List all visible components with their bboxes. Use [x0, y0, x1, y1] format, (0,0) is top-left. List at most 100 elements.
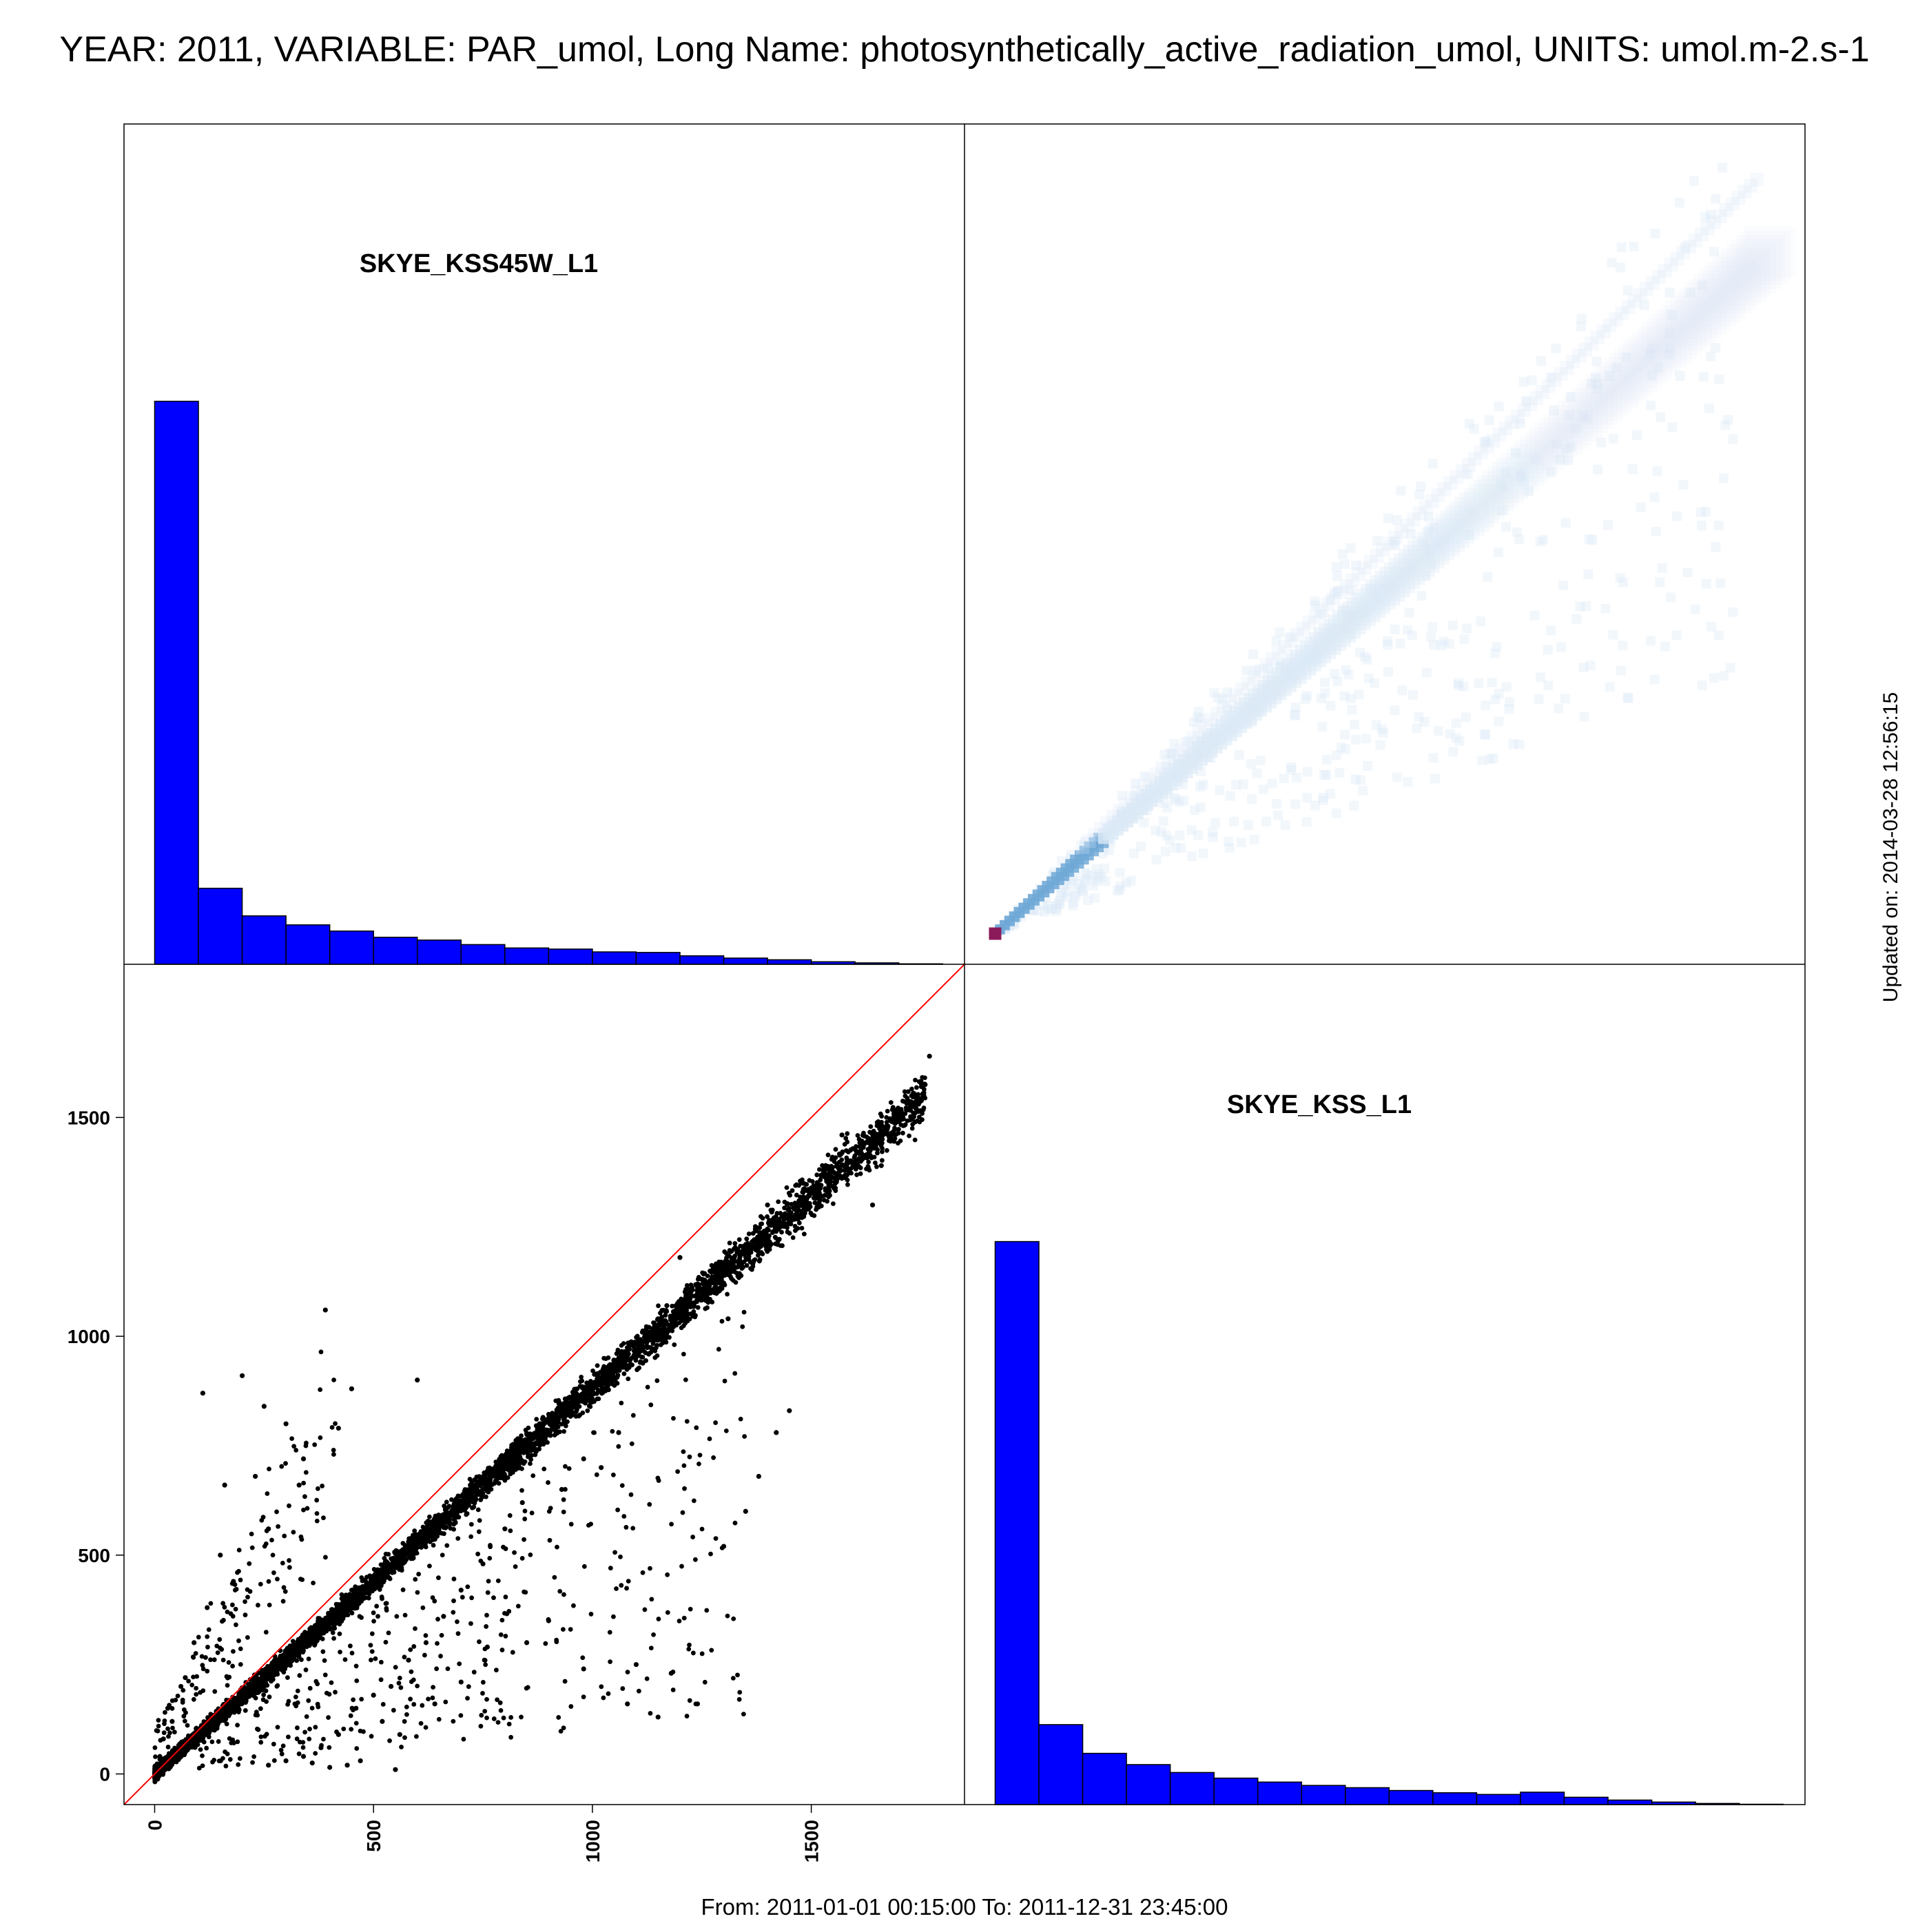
scatter-point — [661, 1308, 666, 1313]
histogram-kss45w-bar — [330, 931, 374, 964]
density-cell — [1392, 515, 1402, 525]
scatter-point — [643, 1358, 648, 1363]
density-cell — [1666, 592, 1675, 602]
density-cell — [1699, 372, 1709, 382]
density-cell — [1714, 630, 1724, 640]
histogram-kss45w-bar — [548, 949, 592, 964]
scatter-point — [869, 1137, 874, 1142]
density-cell — [1593, 465, 1602, 475]
scatter-point — [502, 1453, 507, 1458]
scatter-point — [633, 1358, 638, 1363]
density-cell — [1561, 518, 1571, 528]
scatter-point — [644, 1344, 649, 1349]
histogram-kss45w-bar — [373, 937, 417, 964]
density-cell — [1580, 711, 1589, 721]
histogram-kss45w-bar — [154, 402, 198, 964]
density-cell — [1636, 502, 1646, 512]
histogram-kss45w-bar — [461, 944, 505, 964]
scatter-point — [506, 1451, 511, 1456]
density-cell — [1320, 678, 1330, 687]
density-cell — [1281, 820, 1290, 830]
histogram-kss45w-bar — [198, 889, 243, 964]
scatter-point — [427, 1515, 432, 1519]
density-cell — [1658, 563, 1667, 573]
density-cell — [1546, 625, 1556, 635]
scatter-point — [815, 1180, 820, 1185]
scatter-point — [791, 1235, 796, 1240]
density-cell — [1420, 717, 1430, 727]
scatter-point — [789, 1202, 794, 1207]
density-cell — [1248, 650, 1258, 659]
density-cell — [1165, 835, 1175, 845]
density-cell — [1462, 624, 1472, 634]
scatter-point — [744, 1236, 749, 1241]
scatter-point — [843, 1142, 847, 1147]
density-cell — [1459, 682, 1469, 692]
density-cell — [1683, 568, 1693, 577]
density-cell — [1487, 678, 1497, 687]
density-cell — [1660, 642, 1670, 652]
scatter-point — [834, 1147, 838, 1152]
density-panel — [989, 163, 1795, 940]
density-cell — [1585, 534, 1594, 544]
density-cell — [1655, 577, 1664, 587]
scatter-point — [845, 1183, 850, 1187]
density-cell — [1616, 262, 1625, 272]
density-cell — [1301, 694, 1310, 704]
density-cell — [1259, 785, 1268, 794]
density-cell — [1706, 622, 1716, 632]
density-cell — [1618, 641, 1627, 650]
scatter-point — [812, 1214, 816, 1218]
density-cell — [1558, 581, 1568, 590]
density-cell — [1414, 490, 1424, 499]
density-cell — [1583, 570, 1593, 579]
density-cell — [1649, 492, 1659, 502]
density-cell — [1303, 767, 1312, 777]
scatter-point — [783, 1200, 787, 1205]
density-cell — [1646, 636, 1655, 645]
scatter-point — [497, 1481, 502, 1486]
density-cell — [1469, 424, 1479, 434]
density-cell — [1628, 464, 1638, 474]
density-cell — [1325, 701, 1335, 711]
density-cell — [1196, 802, 1206, 812]
density-cell — [1672, 512, 1682, 521]
scatter-point — [429, 1519, 433, 1524]
density-cell — [1383, 513, 1393, 523]
scatter-point — [719, 1285, 723, 1289]
scatter-point — [474, 1475, 479, 1479]
density-cell — [1581, 601, 1591, 611]
density-cell — [1363, 761, 1372, 771]
scatter-point — [826, 1152, 831, 1157]
density-cell — [1403, 777, 1413, 787]
scatter-point — [874, 1165, 879, 1170]
density-cell — [1536, 672, 1545, 682]
density-cell — [1461, 712, 1471, 722]
density-cell — [1291, 703, 1301, 712]
density-cell — [1372, 720, 1381, 730]
scatter-point — [386, 1552, 391, 1557]
density-cell — [1586, 661, 1596, 670]
density-cell — [1340, 559, 1350, 569]
scatter-point — [832, 1186, 836, 1191]
density-cell — [1704, 404, 1714, 413]
scatter-point — [734, 1280, 739, 1285]
density-cell — [1275, 627, 1284, 637]
density-cell — [1340, 729, 1350, 739]
density-cell — [1362, 655, 1372, 665]
density-cell — [1728, 607, 1737, 617]
scatter-point — [528, 1462, 533, 1466]
scatter-point — [656, 1303, 661, 1308]
density-cell — [1339, 692, 1349, 701]
density-cell — [1392, 772, 1402, 782]
density-cell — [1460, 634, 1469, 644]
figure-title: YEAR: 2011, VARIABLE: PAR_umol, Long Nam… — [0, 29, 1929, 70]
density-cell — [1080, 877, 1089, 886]
scatter-point — [370, 1589, 375, 1594]
density-cell — [1408, 690, 1418, 700]
scatter-point — [471, 1504, 476, 1509]
density-cell — [1485, 754, 1495, 764]
scatter-point — [873, 1138, 878, 1143]
histogram-kss45w-bar — [636, 953, 680, 964]
density-cell — [1536, 356, 1546, 366]
